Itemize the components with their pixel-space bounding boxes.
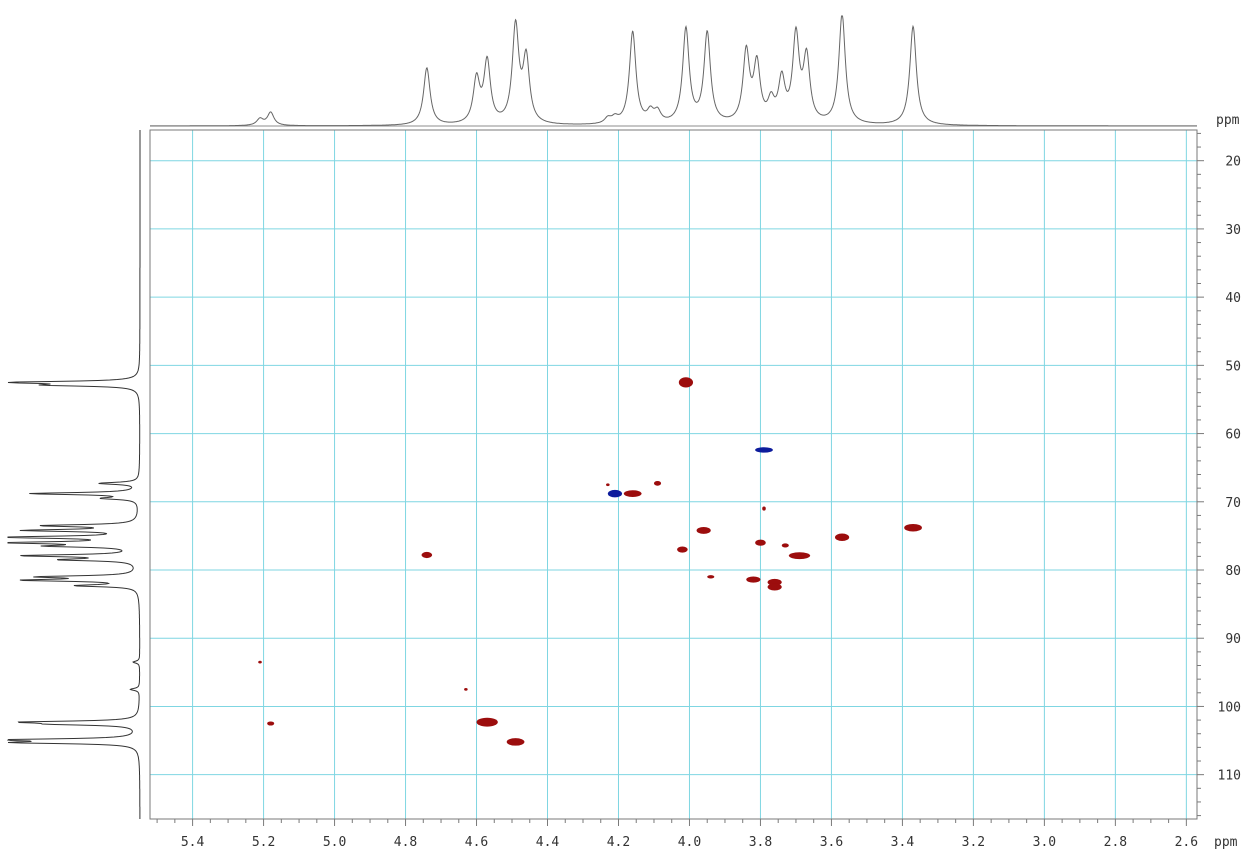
x-axis-ticks: 5.4 5.2 5.0 4.8 4.6 4.4 4.2 4.0 3.8 3.6 3.4 3.2 3.0 2… [156, 819, 1198, 850]
x-tick-label: 3.8 [749, 835, 772, 850]
y-tick-label: 100 [1218, 700, 1241, 715]
positive-cross-peak [464, 688, 468, 691]
positive-cross-peak [781, 543, 789, 548]
x-tick-label: 4.0 [678, 835, 701, 850]
positive-cross-peak [678, 377, 694, 388]
x-tick-label: 4.8 [394, 835, 417, 850]
positive-cross-peak [653, 480, 662, 486]
x-tick-label: 2.6 [1175, 835, 1198, 850]
f1-projection [6, 130, 141, 819]
positive-cross-peak [696, 527, 711, 534]
y-tick-label: 40 [1225, 291, 1241, 306]
x-tick-label: 3.2 [962, 835, 985, 850]
positive-cross-peak [606, 483, 610, 487]
plot-frame [149, 129, 1198, 820]
f2-projection [150, 15, 1197, 127]
y-axis-unit: ppm [1216, 113, 1240, 128]
positive-cross-peak [788, 552, 811, 560]
x-tick-label: 3.0 [1033, 835, 1056, 850]
f2-trace [150, 15, 1197, 127]
x-tick-label: 3.4 [891, 835, 915, 850]
negative-cross-peak [607, 489, 623, 498]
x-tick-label: 3.6 [820, 835, 843, 850]
y-tick-label: 20 [1225, 155, 1241, 170]
positive-cross-peak [623, 490, 642, 498]
x-tick-label: 5.2 [252, 835, 275, 850]
positive-cross-peak [677, 546, 688, 553]
positive-cross-peak [755, 539, 766, 546]
positive-cross-peak [767, 583, 782, 591]
positive-cross-peak [762, 506, 766, 511]
y-tick-label: 70 [1225, 496, 1241, 511]
x-tick-label: 4.4 [536, 835, 560, 850]
y-tick-label: 90 [1225, 632, 1241, 647]
positive-cross-peak [834, 533, 850, 542]
positive-cross-peak [506, 738, 525, 746]
x-tick-label: 5.0 [323, 835, 346, 850]
y-tick-label: 60 [1225, 428, 1241, 443]
grid [150, 130, 1197, 819]
y-tick-label: 30 [1225, 223, 1241, 238]
positive-cross-peak [767, 578, 782, 586]
positive-cross-peak [421, 551, 433, 559]
x-tick-label: 4.2 [607, 835, 630, 850]
positive-cross-peak [746, 576, 761, 583]
x-tick-label: 4.6 [465, 835, 488, 850]
x-tick-label: 2.8 [1104, 835, 1127, 850]
cross-peaks [258, 377, 922, 746]
y-tick-label: 80 [1225, 564, 1241, 579]
positive-cross-peak [267, 721, 275, 726]
positive-cross-peak [904, 523, 922, 532]
negative-cross-peak [755, 447, 773, 453]
y-tick-label: 110 [1218, 769, 1241, 784]
positive-cross-peak [476, 717, 498, 727]
x-axis-unit: ppm [1214, 835, 1238, 850]
y-axis-ticks: 20 30 40 50 60 70 80 90 100 110 [1197, 132, 1241, 817]
f1-trace [6, 130, 141, 819]
positive-cross-peak [258, 660, 262, 664]
positive-cross-peak [707, 575, 715, 579]
x-tick-label: 5.4 [181, 835, 205, 850]
y-tick-label: 50 [1225, 359, 1241, 374]
